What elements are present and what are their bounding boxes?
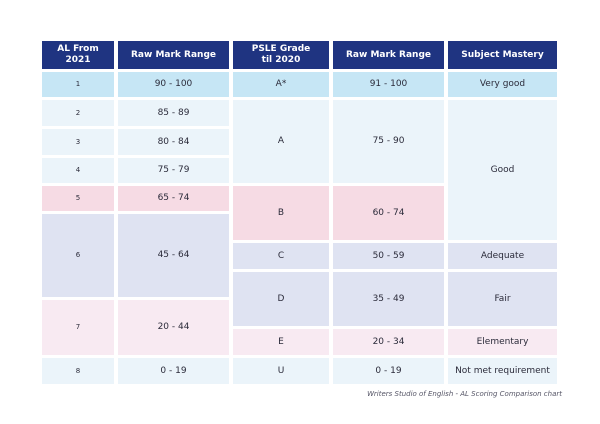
al-level: 4 <box>42 158 114 183</box>
header-subject-mastery: Subject Mastery <box>448 41 557 69</box>
al-level: 1 <box>42 72 114 97</box>
psle-grade: C <box>233 243 329 269</box>
psle-raw-mark-range: 20 - 34 <box>333 329 444 355</box>
al-raw-mark-range: 65 - 74 <box>118 186 229 211</box>
psle-raw-mark-range: 0 - 19 <box>333 358 444 384</box>
subject-mastery: Adequate <box>448 243 557 269</box>
al-raw-mark-range: 75 - 79 <box>118 158 229 183</box>
psle-grade: U <box>233 358 329 384</box>
subject-mastery: Very good <box>448 72 557 97</box>
psle-grade: B <box>233 186 329 240</box>
subject-mastery: Good <box>448 100 557 240</box>
subject-mastery: Fair <box>448 272 557 326</box>
psle-grade: D <box>233 272 329 326</box>
al-level: 6 <box>42 214 114 297</box>
psle-raw-mark-range: 60 - 74 <box>333 186 444 240</box>
al-level: 5 <box>42 186 114 211</box>
al-raw-mark-range: 90 - 100 <box>118 72 229 97</box>
al-level: 3 <box>42 129 114 155</box>
psle-raw-mark-range: 75 - 90 <box>333 100 444 183</box>
subject-mastery: Elementary <box>448 329 557 355</box>
al-raw-mark-range: 80 - 84 <box>118 129 229 155</box>
psle-grade: A <box>233 100 329 183</box>
psle-grade: E <box>233 329 329 355</box>
al-raw-mark-range: 0 - 19 <box>118 358 229 384</box>
psle-raw-mark-range: 35 - 49 <box>333 272 444 326</box>
psle-raw-mark-range: 91 - 100 <box>333 72 444 97</box>
al-level: 2 <box>42 100 114 126</box>
psle-raw-mark-range: 50 - 59 <box>333 243 444 269</box>
header-psle-grade: PSLE Grade til 2020 <box>233 41 329 69</box>
header-al-from-2021: AL From 2021 <box>42 41 114 69</box>
subject-mastery: Not met requirement <box>448 358 557 384</box>
al-level: 8 <box>42 358 114 384</box>
chart-caption: Writers Studio of English - AL Scoring C… <box>367 390 562 398</box>
al-raw-mark-range: 85 - 89 <box>118 100 229 126</box>
al-raw-mark-range: 20 - 44 <box>118 300 229 355</box>
al-level: 7 <box>42 300 114 355</box>
header-al-raw-mark-range: Raw Mark Range <box>118 41 229 69</box>
al-raw-mark-range: 45 - 64 <box>118 214 229 297</box>
header-psle-raw-mark-range: Raw Mark Range <box>333 41 444 69</box>
psle-grade: A* <box>233 72 329 97</box>
